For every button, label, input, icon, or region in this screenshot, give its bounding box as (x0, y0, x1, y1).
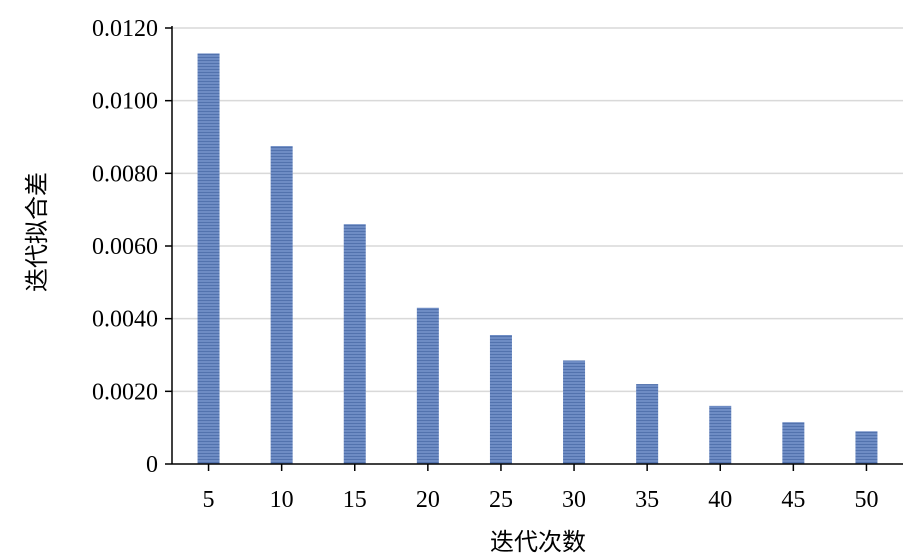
x-tick-label: 35 (635, 487, 659, 513)
bar (417, 308, 439, 464)
y-tick-label: 0.0040 (92, 307, 158, 333)
x-tick-label: 20 (416, 487, 440, 513)
x-tick-label: 50 (854, 487, 878, 513)
bar (271, 146, 293, 464)
x-tick-label: 15 (343, 487, 367, 513)
bar (563, 360, 585, 464)
bar (709, 406, 731, 464)
bar (855, 431, 877, 464)
bar (490, 335, 512, 464)
y-tick-label: 0.0060 (92, 234, 158, 260)
bar (344, 224, 366, 464)
x-tick-label: 25 (489, 487, 513, 513)
bars (198, 53, 878, 464)
x-tick-label: 40 (708, 487, 732, 513)
x-tick-label: 5 (203, 487, 215, 513)
x-axis-title: 迭代次数 (490, 528, 586, 556)
y-tick-label: 0.0020 (92, 379, 158, 405)
x-tick-labels: 5 10 15 20 25 30 35 40 45 50 (203, 487, 879, 513)
bar (782, 422, 804, 464)
y-tick-label: 0 (146, 452, 158, 478)
bar (198, 53, 220, 464)
y-tick-label: 0.0100 (92, 89, 158, 115)
y-tick-label: 0.0080 (92, 161, 158, 187)
bar (636, 384, 658, 464)
y-tick-label: 0.0120 (92, 16, 158, 42)
x-tick-label: 10 (270, 487, 294, 513)
y-tick-labels: 0 0.0020 0.0040 0.0060 0.0080 0.0100 0.0120 (92, 16, 158, 478)
x-tick-label: 45 (781, 487, 805, 513)
y-axis-title: 迭代拟合差 (23, 172, 51, 292)
x-tick-label: 30 (562, 487, 586, 513)
